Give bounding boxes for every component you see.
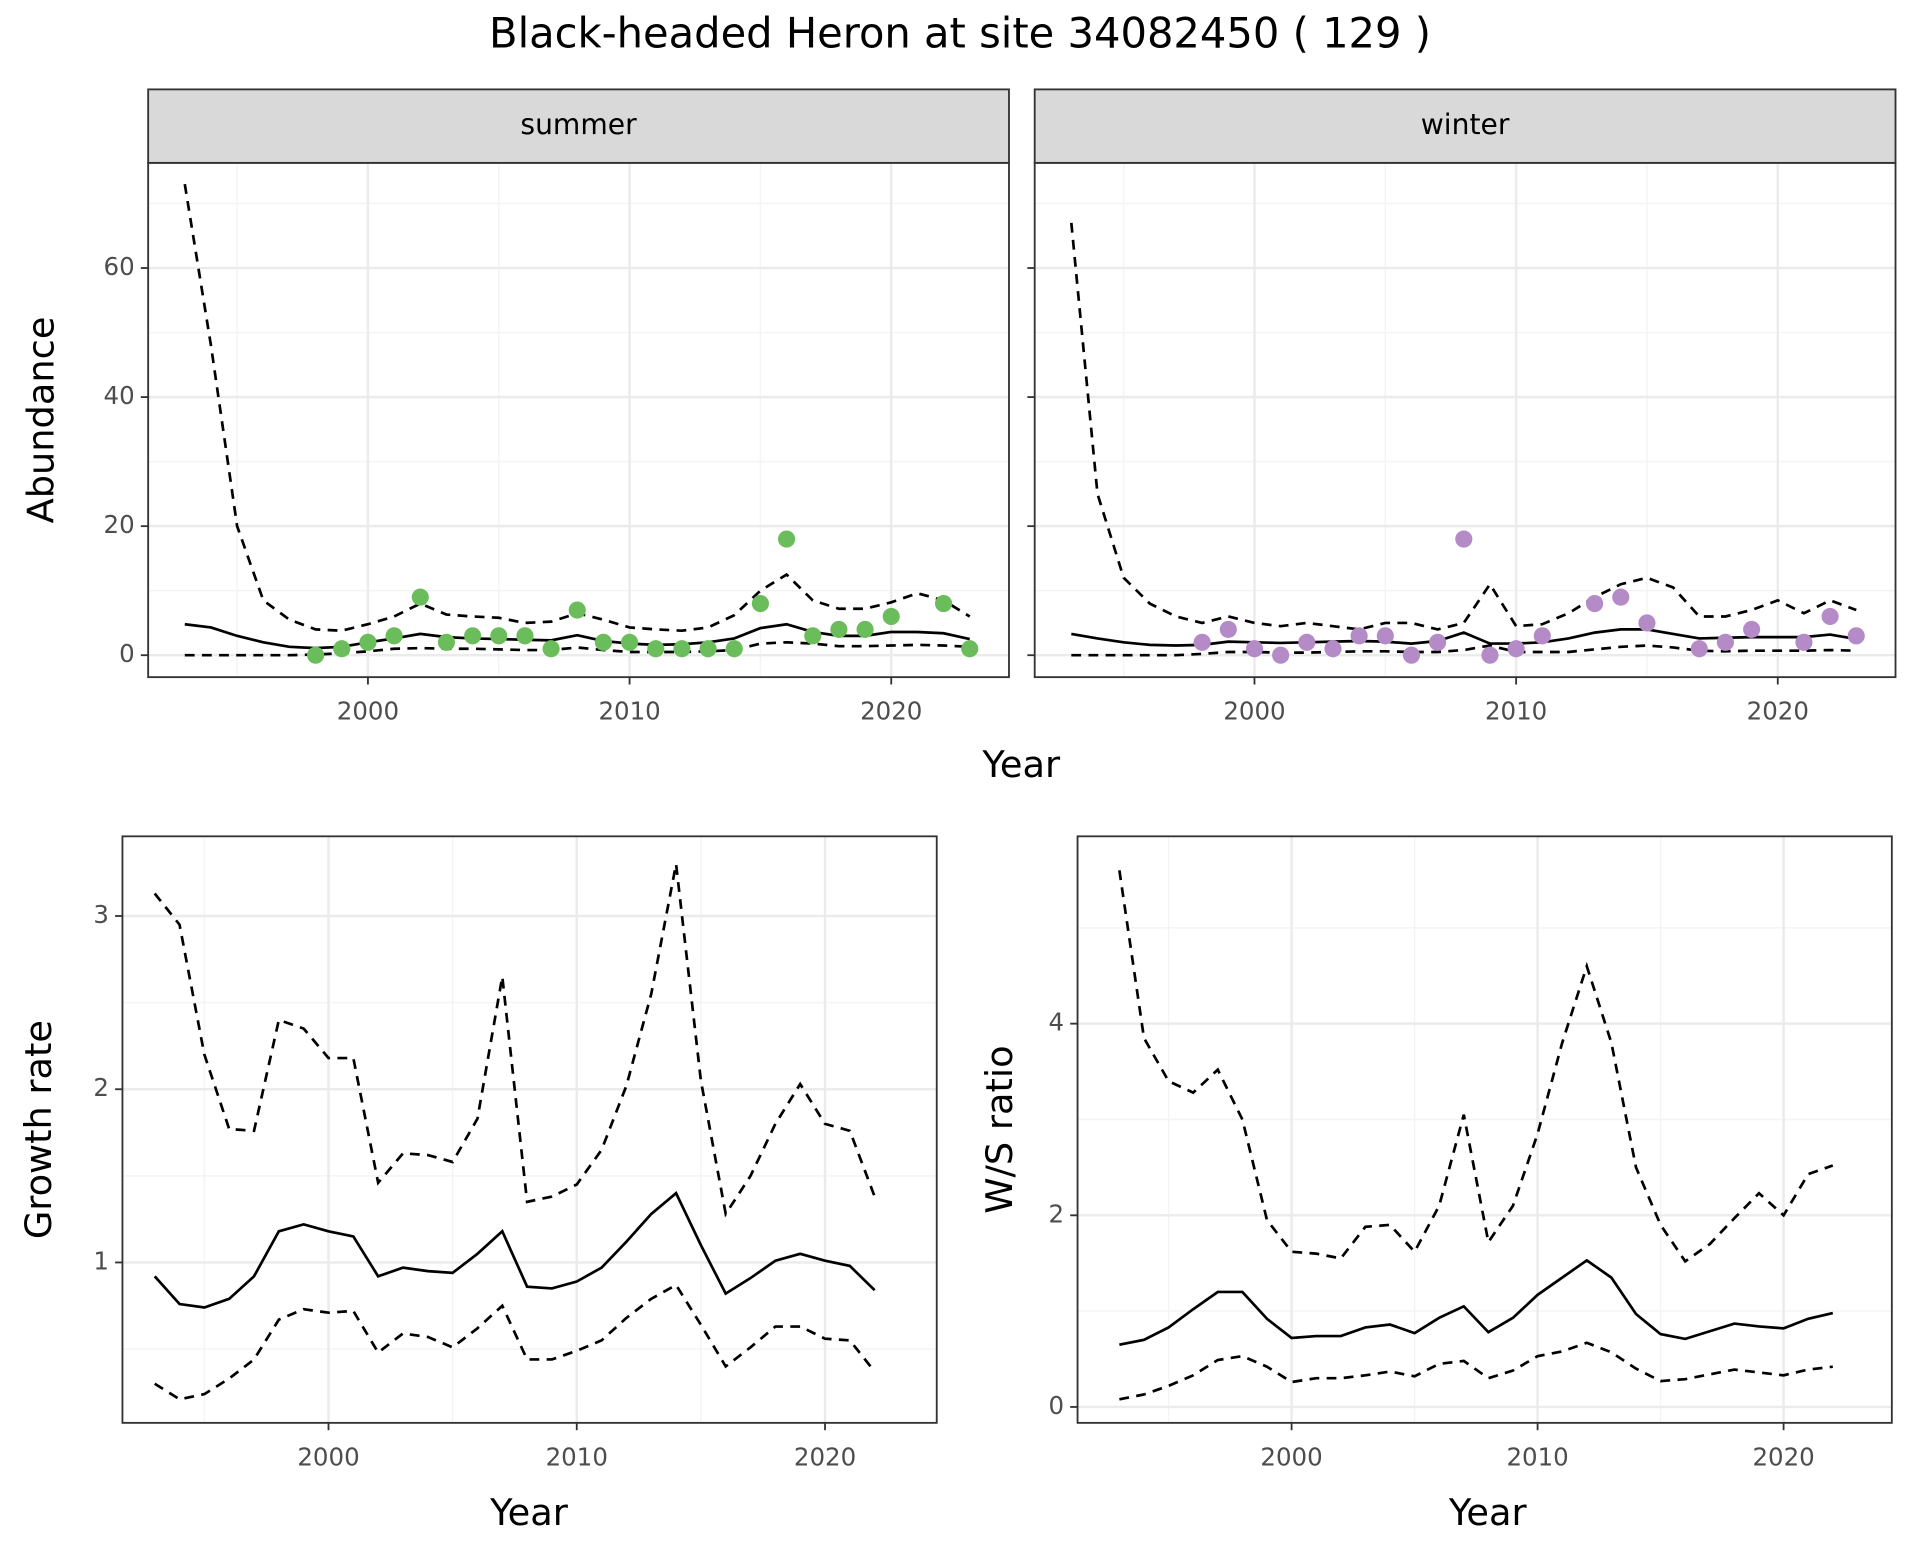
facet-strip	[147, 88, 1010, 164]
y-tick-label: 20	[104, 510, 135, 539]
point	[856, 620, 874, 638]
point	[464, 627, 482, 645]
x-tick-label: 2010	[1506, 1442, 1568, 1471]
point	[1716, 633, 1735, 651]
point	[1638, 614, 1656, 632]
x-tick-label: 2010	[1485, 697, 1547, 726]
y-tick-label: 40	[104, 381, 135, 410]
facet-label: winter	[1421, 108, 1510, 141]
point	[1219, 620, 1237, 638]
y-tick-label: 2	[1049, 1199, 1065, 1228]
point	[621, 633, 639, 651]
line	[1069, 222, 1857, 631]
point	[1612, 588, 1630, 606]
line	[154, 1283, 876, 1401]
x-axis-title: Year	[1448, 1491, 1528, 1534]
point	[804, 627, 822, 645]
point	[1586, 595, 1604, 613]
y-tick-label: 4	[1049, 1008, 1065, 1037]
point	[673, 640, 691, 658]
point	[1193, 633, 1211, 651]
point	[359, 633, 377, 651]
line	[1119, 1341, 1833, 1401]
point	[307, 646, 325, 664]
panel-border	[121, 835, 938, 1424]
point	[882, 607, 900, 626]
point	[1298, 633, 1316, 651]
x-axis-title: Year	[489, 1491, 569, 1534]
point	[778, 530, 796, 548]
point	[333, 640, 351, 658]
line	[153, 863, 876, 1218]
line	[1118, 870, 1834, 1264]
y-axis-title: Abundance	[19, 317, 62, 524]
y-tick-label: 0	[119, 639, 135, 668]
point	[830, 620, 848, 638]
x-tick-label: 2000	[1223, 697, 1285, 726]
point	[1455, 530, 1473, 548]
point	[1847, 627, 1865, 645]
point	[1481, 646, 1499, 664]
point	[437, 633, 456, 651]
x-axis-title: Year	[981, 743, 1061, 786]
point	[961, 640, 979, 658]
y-tick-label: 3	[93, 900, 109, 929]
point	[490, 627, 508, 645]
y-axis-title: Growth rate	[17, 1020, 60, 1239]
point	[1324, 640, 1342, 658]
point	[1533, 627, 1551, 645]
point	[1507, 640, 1525, 658]
point	[647, 640, 665, 658]
point	[1376, 627, 1394, 645]
point	[934, 595, 953, 613]
x-tick-label: 2020	[1752, 1442, 1814, 1471]
x-tick-label: 2020	[1747, 697, 1809, 726]
point	[1743, 620, 1761, 638]
point	[594, 633, 612, 651]
line	[184, 640, 970, 657]
facet-strip	[1033, 88, 1897, 164]
point	[1350, 627, 1368, 645]
point	[1245, 640, 1264, 658]
x-tick-label: 2000	[1260, 1442, 1322, 1471]
point	[568, 601, 586, 619]
y-tick-label: 2	[93, 1073, 109, 1102]
point	[516, 627, 534, 645]
facet-label: summer	[520, 108, 637, 141]
point	[1795, 633, 1813, 651]
x-tick-label: 2020	[860, 697, 922, 726]
point	[411, 588, 429, 606]
y-tick-label: 60	[104, 252, 135, 281]
y-tick-label: 1	[93, 1246, 109, 1275]
y-axis-title: W/S ratio	[978, 1045, 1021, 1213]
x-tick-label: 2000	[297, 1442, 359, 1471]
point	[542, 640, 560, 658]
y-tick-label: 0	[1049, 1391, 1065, 1420]
point	[1821, 607, 1839, 626]
line	[1071, 644, 1857, 657]
line	[153, 1191, 876, 1309]
figure-title: Black-headed Heron at site 34082450 ( 12…	[489, 9, 1431, 58]
x-tick-label: 2010	[546, 1442, 608, 1471]
point	[1402, 646, 1421, 664]
point	[385, 627, 403, 645]
point	[1272, 646, 1290, 664]
line	[1119, 1258, 1834, 1346]
x-tick-label: 2000	[337, 697, 399, 726]
point	[1690, 640, 1708, 658]
point	[725, 640, 743, 658]
point	[751, 595, 769, 613]
x-tick-label: 2020	[794, 1442, 856, 1471]
point	[1429, 633, 1447, 651]
point	[699, 640, 717, 658]
x-tick-label: 2010	[598, 697, 660, 726]
panel-border	[1076, 835, 1893, 1424]
